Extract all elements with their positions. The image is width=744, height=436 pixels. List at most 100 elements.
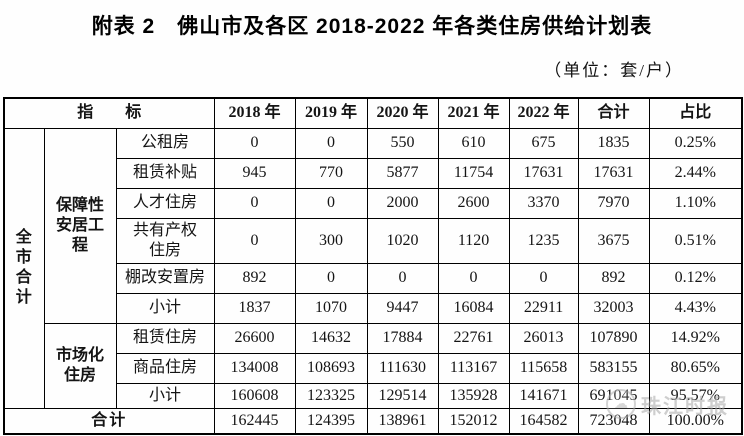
value-cell: 138961: [366, 407, 439, 435]
row-label: 租赁住房: [115, 322, 215, 354]
group-label-subsidized: 保障性 安居工 程: [43, 127, 117, 324]
value-cell: 675: [508, 127, 579, 159]
value-cell: 80.65%: [648, 352, 743, 384]
col-header-2022: 2022 年: [508, 97, 579, 129]
value-cell: 1835: [577, 127, 650, 159]
value-cell: 22911: [508, 292, 579, 324]
value-cell: 3675: [577, 217, 650, 264]
value-cell: 11754: [437, 157, 510, 189]
table-row: 全 市 合 计 保障性 安居工 程 公租房 0 0 550 610 675 18…: [3, 127, 743, 409]
value-cell: 141671: [508, 382, 579, 409]
value-cell: 1020: [366, 217, 439, 264]
row-label: 公租房: [115, 127, 215, 159]
value-cell: 123325: [294, 382, 368, 409]
value-cell: 1235: [508, 217, 579, 264]
value-cell: 691045: [577, 382, 650, 409]
value-cell: 3370: [508, 187, 579, 219]
value-cell: 0: [294, 127, 368, 159]
value-cell: 1.10%: [648, 187, 743, 219]
value-cell: 9447: [366, 292, 439, 324]
value-cell: 892: [577, 262, 650, 294]
value-cell: 16084: [437, 292, 510, 324]
value-cell: 26013: [508, 322, 579, 354]
value-cell: 1120: [437, 217, 510, 264]
value-cell: 300: [294, 217, 368, 264]
value-cell: 134008: [213, 352, 296, 384]
value-cell: 723048: [577, 407, 650, 435]
value-cell: 892: [213, 262, 296, 294]
value-cell: 95.57%: [648, 382, 743, 409]
row-label: 小计: [115, 382, 215, 409]
value-cell: 113167: [437, 352, 510, 384]
grand-total-row: 合计 162445 124395 138961 152012 164582 72…: [3, 407, 743, 435]
value-cell: 945: [213, 157, 296, 189]
col-header-2019: 2019 年: [294, 97, 368, 129]
value-cell: 583155: [577, 352, 650, 384]
value-cell: 115658: [508, 352, 579, 384]
page-title: 附表 2 佛山市及各区 2018-2022 年各类住房供给计划表: [91, 15, 653, 38]
value-cell: 2.44%: [648, 157, 743, 189]
value-cell: 111630: [366, 352, 439, 384]
value-cell: 1837: [213, 292, 296, 324]
row-label: 棚改安置房: [115, 262, 215, 294]
group-label-market: 市场化 住房: [43, 322, 117, 409]
value-cell: 7970: [577, 187, 650, 219]
housing-supply-table: 指 标 2018 年 2019 年 2020 年 2021 年 2022 年 合…: [3, 97, 744, 435]
value-cell: 14632: [294, 322, 368, 354]
table-row: 共有产权 住房 0 300 1020 1120 1235 3675 0.51%: [4, 217, 743, 264]
value-cell: 0.12%: [648, 262, 743, 294]
indicator-header-cell: 指 标: [3, 97, 215, 129]
value-cell: 0.25%: [648, 127, 743, 159]
value-cell: 0: [213, 217, 296, 264]
value-cell: 124395: [294, 407, 368, 435]
row-label: 人才住房: [115, 187, 215, 219]
value-cell: 550: [366, 127, 439, 159]
value-cell: 100.00%: [648, 407, 743, 435]
col-header-total: 合计: [577, 97, 650, 129]
value-cell: 160608: [213, 382, 296, 409]
header-row: 指 标 2018 年 2019 年 2020 年 2021 年 2022 年 合…: [3, 97, 743, 129]
grand-total-label: 合计: [3, 407, 215, 435]
value-cell: 2600: [437, 187, 510, 219]
col-header-share: 占比: [648, 97, 743, 129]
value-cell: 4.43%: [648, 292, 743, 324]
value-cell: 162445: [213, 407, 296, 435]
value-cell: 0: [508, 262, 579, 294]
value-cell: 5877: [366, 157, 439, 189]
col-header-2018: 2018 年: [213, 97, 296, 129]
value-cell: 26600: [213, 322, 296, 354]
value-cell: 32003: [577, 292, 650, 324]
value-cell: 0: [437, 262, 510, 294]
value-cell: 17631: [577, 157, 650, 189]
value-cell: 0: [294, 262, 368, 294]
value-cell: 610: [437, 127, 510, 159]
value-cell: 14.92%: [648, 322, 743, 354]
value-cell: 2000: [366, 187, 439, 219]
value-cell: 0: [213, 187, 296, 219]
col-header-2020: 2020 年: [366, 97, 439, 129]
subtotal-row: 小计 160608 123325 129514 135928 141671 69…: [4, 382, 743, 409]
value-cell: 17884: [366, 322, 439, 354]
table-row: 市场化 住房 租赁住房 26600 14632 17884 22761 2601…: [4, 322, 743, 409]
value-cell: 107890: [577, 322, 650, 354]
row-label: 商品住房: [115, 352, 215, 384]
col-header-2021: 2021 年: [437, 97, 510, 129]
row-label: 共有产权 住房: [115, 217, 215, 264]
value-cell: 0: [294, 187, 368, 219]
value-cell: 22761: [437, 322, 510, 354]
value-cell: 0: [366, 262, 439, 294]
value-cell: 129514: [366, 382, 439, 409]
value-cell: 0.51%: [648, 217, 743, 264]
row-label: 小计: [115, 292, 215, 324]
table-row: 人才住房 0 0 2000 2600 3370 7970 1.10%: [4, 187, 743, 219]
value-cell: 108693: [294, 352, 368, 384]
value-cell: 164582: [508, 407, 579, 435]
row-label: 租赁补贴: [115, 157, 215, 189]
subtotal-row: 小计 1837 1070 9447 16084 22911 32003 4.43…: [4, 292, 743, 324]
value-cell: 135928: [437, 382, 510, 409]
value-cell: 1070: [294, 292, 368, 324]
value-cell: 0: [213, 127, 296, 159]
value-cell: 17631: [508, 157, 579, 189]
unit-note: （单位：套/户）: [544, 61, 684, 80]
